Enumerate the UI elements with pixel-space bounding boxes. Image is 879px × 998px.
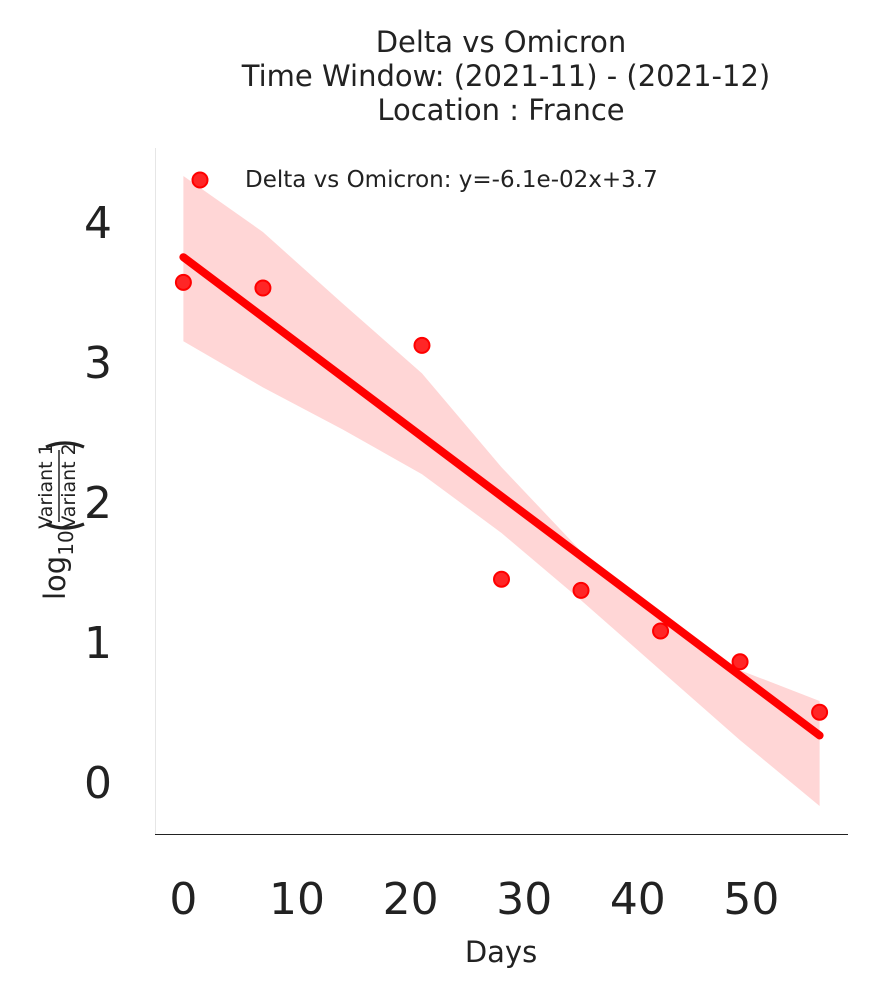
y-tick-labels: 0 1 2 3 4	[84, 198, 112, 809]
regression-line	[179, 253, 824, 740]
data-point	[731, 653, 749, 671]
y-axis-label: log10 Variant 1 Variant 2	[35, 441, 85, 600]
y-tick-label: 2	[84, 478, 112, 529]
data-point	[572, 581, 590, 599]
legend-marker	[191, 171, 209, 189]
chart-title: Delta vs Omicron Time Window: (2021-11) …	[241, 25, 770, 127]
x-tick-labels: 0 10 20 30 40 50	[169, 874, 779, 925]
y-axis-label-paren-right	[45, 441, 85, 449]
legend: Delta vs Omicron: y=-6.1e-02x+3.7	[191, 167, 658, 193]
y-axis-label-paren-left	[45, 522, 85, 530]
y-tick-label: 1	[84, 618, 112, 669]
x-tick-label: 10	[269, 874, 325, 925]
title-line: Delta vs Omicron	[376, 25, 627, 59]
data-point	[174, 273, 192, 291]
title-line: Location : France	[377, 93, 624, 127]
title-line: Time Window: (2021-11) - (2021-12)	[241, 59, 770, 93]
y-tick-label: 3	[84, 338, 112, 389]
legend-label: Delta vs Omicron: y=-6.1e-02x+3.7	[245, 167, 658, 193]
regression-line-layer	[179, 253, 824, 740]
y-axis-label-log: log10	[38, 530, 78, 600]
x-tick-label: 0	[169, 874, 197, 925]
confidence-band-layer	[183, 176, 820, 806]
data-point	[652, 622, 670, 640]
y-axis-label-denominator: Variant 2	[58, 443, 80, 529]
x-tick-label: 30	[496, 874, 552, 925]
data-point	[413, 336, 431, 354]
data-points-layer	[174, 273, 829, 721]
x-tick-label: 40	[610, 874, 666, 925]
data-point	[254, 279, 272, 297]
x-tick-label: 50	[723, 874, 779, 925]
x-axis-label: Days	[465, 935, 537, 969]
y-tick-label: 0	[84, 758, 112, 809]
confidence-band	[183, 176, 820, 806]
y-tick-label: 4	[84, 198, 112, 249]
data-point	[811, 703, 829, 721]
x-tick-label: 20	[383, 874, 439, 925]
data-point	[493, 570, 510, 588]
y-axis-label-numerator: Variant 1	[35, 443, 57, 529]
